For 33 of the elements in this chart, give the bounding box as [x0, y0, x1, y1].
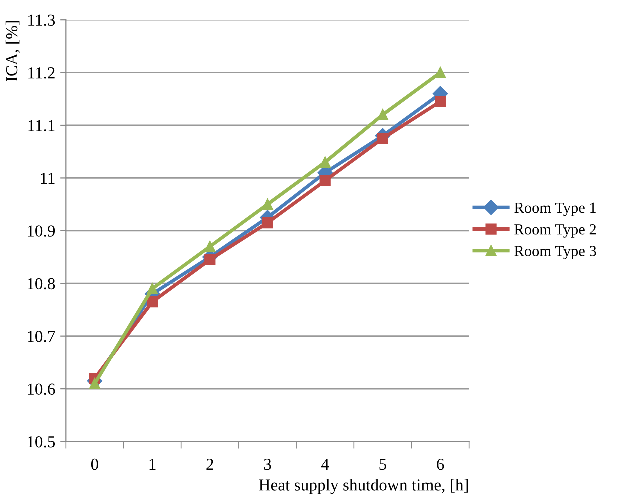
y-tick-label: 11: [41, 172, 55, 184]
point: [377, 133, 389, 144]
y-tick-label: 10.8: [28, 278, 56, 290]
point: [89, 378, 101, 390]
point: [320, 175, 331, 186]
x-tick-label: 0: [91, 458, 98, 470]
x-tick-label: 6: [437, 458, 444, 470]
point: [146, 283, 158, 294]
y-tick-label: 10.6: [28, 384, 56, 396]
legend-label: Room Type 1: [514, 202, 596, 216]
point: [146, 296, 158, 308]
y-tick-label: 11.3: [28, 14, 56, 26]
point: [204, 254, 216, 266]
y-tick-label: 10.9: [28, 226, 56, 237]
point: [262, 199, 274, 210]
point: [434, 96, 446, 108]
x-tick-label: 5: [380, 459, 386, 470]
y-tick-label: 11.1: [28, 120, 55, 132]
point: [262, 217, 274, 229]
y-axis-title: ICA, [%]: [6, 21, 20, 82]
x-tick-label: 4: [322, 459, 330, 470]
x-tick-label: 3: [264, 458, 272, 470]
y-tick-label: 11.2: [28, 68, 55, 79]
point: [204, 241, 216, 252]
y-tick-label: 10.5: [28, 436, 56, 448]
legend-label: Room Type 3: [514, 246, 596, 260]
x-tick-label: 1: [150, 458, 156, 470]
legend-label: Room Type 2: [514, 224, 596, 238]
point: [320, 156, 331, 168]
x-axis-title: Heat supply shutdown time, [h]: [259, 479, 468, 494]
x-tick-label: 2: [206, 458, 214, 470]
point: [434, 67, 446, 78]
y-tick-label: 10.7: [28, 331, 56, 342]
